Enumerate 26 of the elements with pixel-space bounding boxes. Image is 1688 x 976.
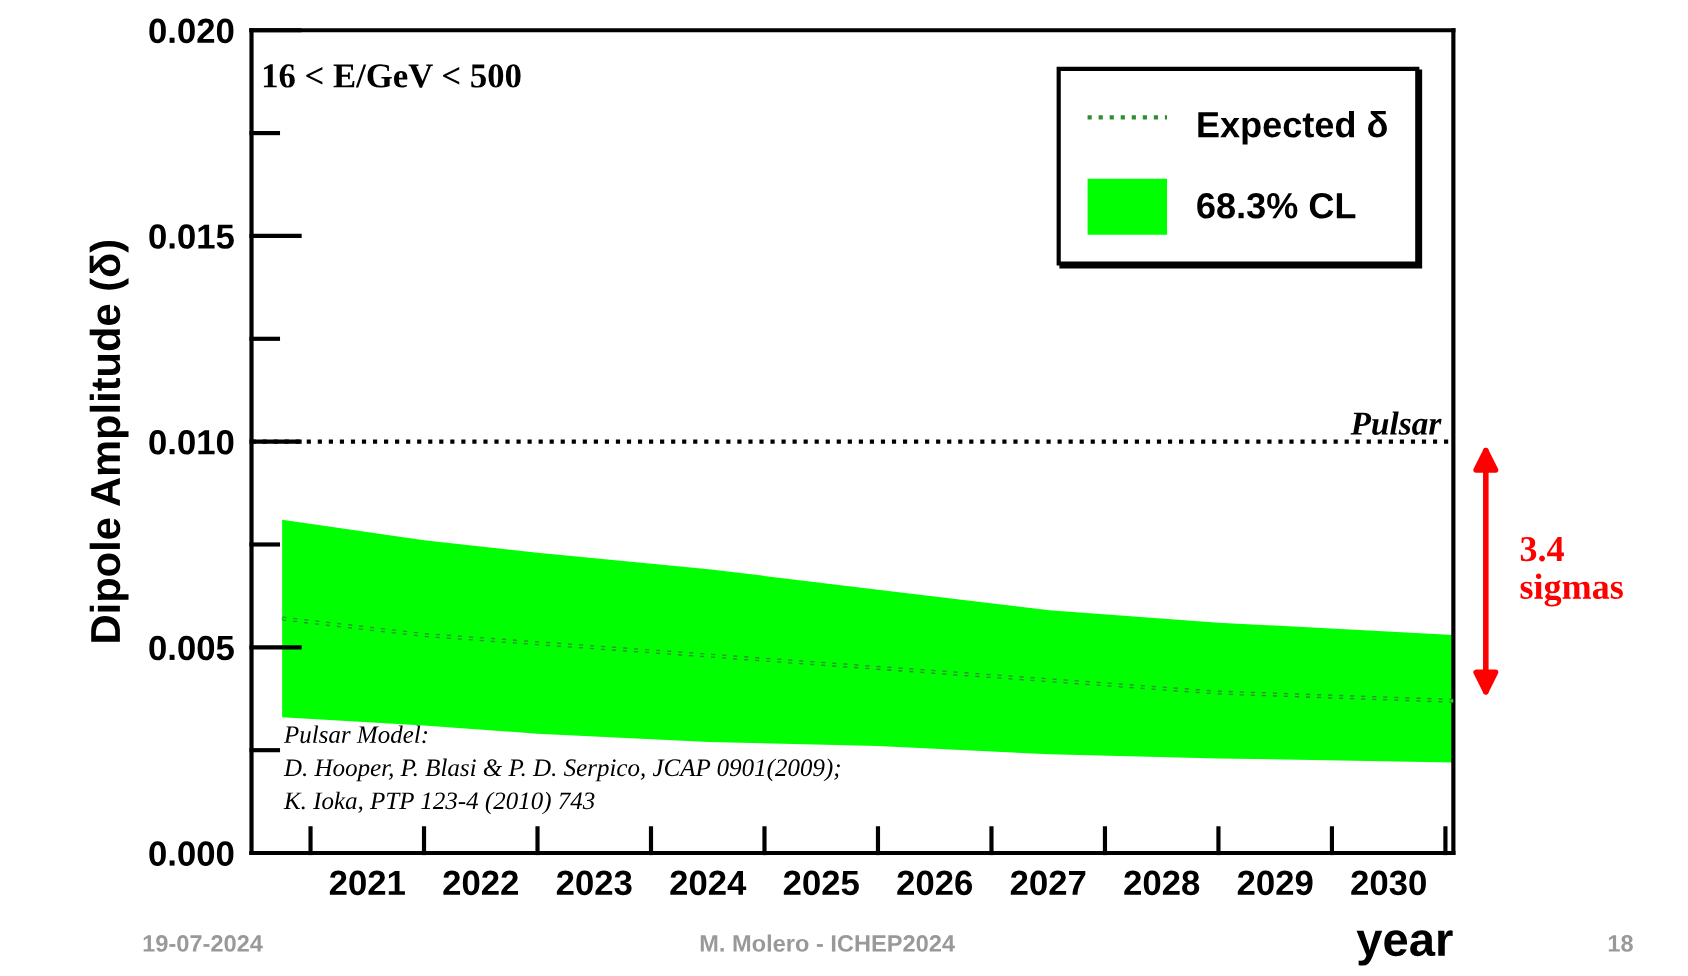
x-tick-label: 2023	[556, 870, 632, 896]
ref-line-label: Pulsar	[1350, 411, 1442, 435]
y-axis-title: Dipole Amplitude (δ)	[89, 240, 129, 642]
x-axis-title: year	[1356, 930, 1453, 966]
text: 19-07-2024	[143, 935, 263, 952]
y-tick-label: 0.015	[149, 224, 234, 249]
y-tick-label: 0.010	[149, 429, 234, 455]
x-tick-label: 2025	[783, 870, 859, 896]
legend-label: Expected δ	[1198, 110, 1387, 145]
annotation: Pulsar Model: D. Hooper, P. Blasi & P. D. Serpico, JCAP 0901(2009); K. Ioka, PTP 123-4 (2010) 743	[283, 725, 840, 815]
y-tick-label: 0.005	[149, 635, 234, 661]
x-tick-label: 2030	[1351, 870, 1426, 896]
text: 18	[1608, 935, 1633, 952]
y-tick-label: 0.020	[149, 18, 234, 44]
x-tick-label: 2026	[897, 870, 973, 896]
x-tick-label: 2024	[670, 870, 747, 896]
annotation: 16 < E/GeV < 500	[263, 64, 521, 88]
x-tick-label: 2029	[1237, 870, 1313, 896]
x-tick-label: 2028	[1124, 870, 1200, 896]
x-tick-label: 2027	[1010, 870, 1086, 896]
y-tick-label: 0.000	[149, 841, 234, 866]
x-tick-label: 2021	[329, 870, 405, 896]
legend-label: 68.3% CL	[1197, 192, 1356, 219]
text: M. Molero - ICHEP2024	[700, 934, 955, 952]
text: 3.4 sigmas	[1520, 536, 1623, 607]
x-tick-label: 2022	[443, 870, 518, 896]
